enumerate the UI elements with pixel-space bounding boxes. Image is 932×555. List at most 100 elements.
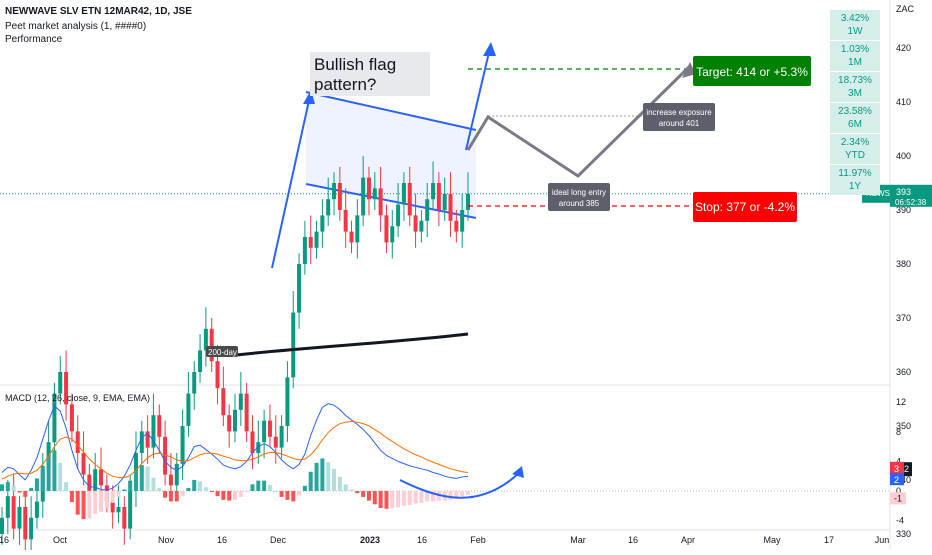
candle-body [390,226,395,243]
performance-value: 2.34% [840,137,870,148]
macd-histogram-bar [221,491,226,500]
performance-period: 1M [848,57,862,68]
macd-histogram-bar [163,491,168,498]
macd-histogram-bar [110,491,115,503]
time-tick-label: May [763,535,781,545]
time-tick-label: Mar [570,535,586,545]
macd-histogram-bar [128,480,133,491]
candle [355,199,360,259]
candle-body [308,237,313,248]
symbol-tag: NEWSLV [866,189,900,198]
macd-histogram-bar [343,484,348,491]
candle [180,409,185,480]
macd-histogram-bar [157,488,162,491]
macd-curve-arrowhead [512,466,524,478]
candle [431,161,436,210]
macd-histogram-bar [366,491,371,501]
macd-histogram-bar [139,465,144,491]
candle-body [273,436,278,448]
macd-histogram-bar [401,491,406,506]
macd-histogram-bar [291,491,296,502]
candle [238,372,243,426]
macd-tick-label: 12 [896,397,906,407]
price-unit-label: ZAC [896,4,915,14]
price-tick-label: 420 [896,43,911,53]
time-tick-label: Nov [158,535,175,545]
candle [366,166,371,216]
candle [308,215,313,264]
macd-histogram-bar [192,479,197,491]
candle-body [69,404,74,432]
candle-body [256,442,261,453]
macd-histogram-bar [133,471,138,491]
candle-body [431,183,436,200]
performance-cell: 3.42% 1W [830,10,880,40]
candle-body [297,264,302,313]
candle [250,415,255,470]
candle [413,193,418,248]
candle-body [34,501,39,518]
candle [314,220,319,259]
performance-cell: 23.58% 6M [830,103,880,133]
candle [448,172,453,237]
candle [163,420,168,486]
projection-path [466,64,692,178]
candle [233,393,237,443]
macd-histogram-bar [174,491,179,502]
macd-histogram-bar [52,450,57,491]
candle [262,409,267,459]
signal-line [1,420,469,480]
candle-body [366,177,371,200]
candle [81,431,86,486]
candle-body [180,426,185,464]
macd-histogram-bar [34,478,39,491]
candle-body [93,469,98,491]
candle [273,415,278,464]
stop-label: Stop: 377 or -4.2% [695,200,795,214]
macd-histogram-bar [302,485,307,491]
candle-body [58,372,63,394]
ma200-line [235,332,469,357]
time-tick-label: 17 [824,535,834,545]
candle-body [139,431,144,453]
time-tick-label: Oct [53,535,68,545]
macd-tick-label: 8 [896,427,901,437]
macd-histogram-bar [75,491,80,515]
macd-histogram-bar [413,491,418,504]
candle-body [110,501,115,513]
candle-body [343,210,348,232]
performance-cell: 1.03% 1M [830,41,880,71]
candle [227,404,232,448]
candle-body [0,517,4,534]
macd-histogram-bar [407,491,412,506]
candle-body [186,393,191,426]
macd-histogram-bar [227,491,232,501]
macd-histogram-bar [122,489,127,491]
macd-histogram-bar [285,491,290,500]
candle-body [332,183,337,200]
candle [320,199,325,248]
macd-line-tag-bg [890,473,904,486]
time-tick-label: Dec [270,535,287,545]
performance-value: 1.03% [840,44,870,55]
macd-histogram-bar [93,491,98,514]
candle [349,220,354,254]
candle-body [396,204,401,227]
price-tick-label: 400 [896,151,911,161]
breakout-arrow-line [465,47,491,151]
macd-histogram-bar [46,455,51,491]
candle-body [145,431,150,448]
macd-histogram-bar [326,462,331,491]
flag-label: Bullish flag pattern? [314,55,396,94]
macd-histogram-bar [151,477,156,491]
last-price-tag-bg [890,184,932,207]
entry-note-text: ideal long entry [552,188,606,197]
macd-histogram-bar [180,491,185,497]
price-tick-label: 360 [896,367,911,377]
candle [69,393,74,443]
macd-histogram-bar [17,491,22,493]
macd-histogram-bar [378,491,383,509]
performance-value: 23.58% [838,106,872,117]
